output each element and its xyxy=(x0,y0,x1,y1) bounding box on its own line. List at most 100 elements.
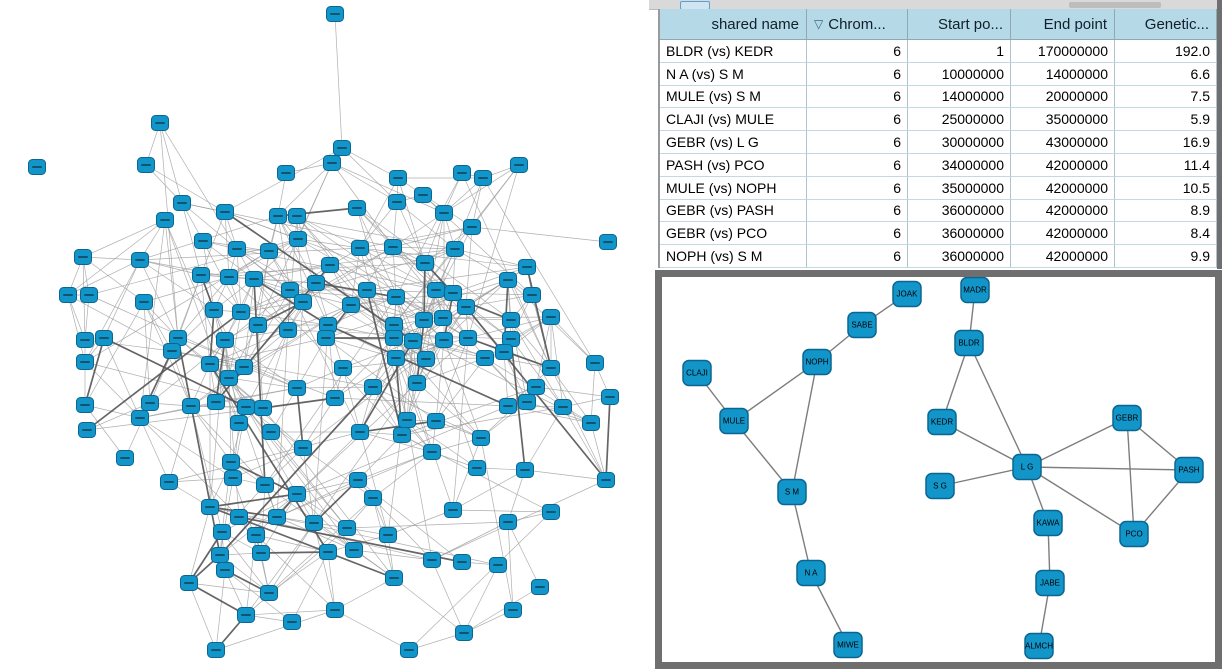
edge[interactable] xyxy=(262,407,395,579)
edge[interactable] xyxy=(86,311,242,431)
table-cell[interactable]: 30000000 xyxy=(908,131,1011,154)
node[interactable] xyxy=(400,642,418,658)
node[interactable] xyxy=(237,399,255,415)
edge[interactable] xyxy=(342,340,414,369)
node[interactable] xyxy=(504,602,522,618)
edge[interactable] xyxy=(416,337,469,384)
node[interactable] xyxy=(385,570,403,586)
node[interactable] xyxy=(379,527,397,543)
edge[interactable] xyxy=(590,362,596,424)
node[interactable] xyxy=(416,255,434,271)
node[interactable] xyxy=(351,424,369,440)
table-cell[interactable]: 14000000 xyxy=(908,85,1011,109)
node-SABE[interactable]: SABE xyxy=(847,311,877,339)
edge[interactable] xyxy=(86,407,264,431)
table-cell[interactable]: 36000000 xyxy=(908,245,1011,268)
table-cell[interactable]: NOPH (vs) S M xyxy=(660,245,807,268)
edge[interactable] xyxy=(359,420,437,433)
node[interactable] xyxy=(216,332,234,348)
node[interactable] xyxy=(453,165,471,181)
node[interactable] xyxy=(260,585,278,601)
edge[interactable] xyxy=(245,522,315,616)
table-cell[interactable]: 1 xyxy=(908,40,1011,63)
edge[interactable] xyxy=(188,582,217,651)
edge[interactable] xyxy=(510,338,564,408)
edge[interactable] xyxy=(232,447,304,479)
edge[interactable] xyxy=(412,340,486,359)
node[interactable] xyxy=(283,614,301,630)
node[interactable] xyxy=(384,239,402,255)
edge[interactable] xyxy=(590,422,607,481)
edge[interactable] xyxy=(143,276,230,303)
edge[interactable] xyxy=(408,632,465,651)
edge[interactable] xyxy=(443,279,509,341)
node[interactable] xyxy=(348,200,366,216)
edge[interactable] xyxy=(277,215,329,326)
edge[interactable] xyxy=(67,294,86,363)
node[interactable] xyxy=(269,208,287,224)
node[interactable] xyxy=(237,607,255,623)
node-NOPH[interactable]: NOPH xyxy=(802,348,832,376)
node-GEBR[interactable]: GEBR xyxy=(1112,404,1142,432)
edge[interactable] xyxy=(550,367,592,424)
edge[interactable] xyxy=(139,259,179,339)
column-header-4[interactable]: Genetic... xyxy=(1115,9,1217,40)
table-cell[interactable]: 6 xyxy=(807,153,908,177)
table-cell[interactable]: 8.4 xyxy=(1115,222,1217,246)
node[interactable] xyxy=(435,332,453,348)
edge[interactable] xyxy=(357,451,433,481)
edge[interactable] xyxy=(471,226,609,243)
edge[interactable] xyxy=(88,294,298,389)
detail-network-canvas[interactable]: JOAK MADR SABE BLDR NOPH CLAJI GEBR MULE KEDR L G… xyxy=(662,277,1215,662)
node[interactable] xyxy=(446,241,464,257)
node[interactable] xyxy=(364,490,382,506)
edge[interactable] xyxy=(325,337,397,359)
edge[interactable] xyxy=(84,404,126,459)
node[interactable] xyxy=(235,359,253,375)
edge[interactable] xyxy=(296,215,395,326)
node-ALMCH[interactable]: ALMCH xyxy=(1024,632,1054,660)
edge[interactable] xyxy=(454,177,484,250)
table-cell[interactable]: 16.9 xyxy=(1115,131,1217,154)
edge[interactable] xyxy=(67,219,166,296)
edge[interactable] xyxy=(397,177,473,228)
node[interactable] xyxy=(398,412,416,428)
edge[interactable] xyxy=(535,386,611,398)
node[interactable] xyxy=(531,579,549,595)
edge[interactable] xyxy=(139,219,166,419)
edge[interactable] xyxy=(139,259,202,276)
node[interactable] xyxy=(232,304,250,320)
edge[interactable] xyxy=(296,337,327,389)
edge[interactable] xyxy=(84,301,145,406)
edge[interactable] xyxy=(209,309,215,365)
edge[interactable] xyxy=(471,177,484,228)
node[interactable] xyxy=(74,249,92,265)
node-MULE[interactable]: MULE xyxy=(719,407,749,435)
overview-network-canvas[interactable] xyxy=(0,0,655,669)
edge[interactable] xyxy=(181,202,202,276)
node[interactable] xyxy=(201,499,219,515)
edge[interactable] xyxy=(353,549,433,561)
edge[interactable] xyxy=(228,324,259,379)
edge[interactable] xyxy=(67,294,173,352)
edge[interactable] xyxy=(228,377,298,389)
edge[interactable] xyxy=(331,162,445,214)
edge[interactable] xyxy=(262,329,289,409)
edge[interactable] xyxy=(463,564,499,634)
node[interactable] xyxy=(453,554,471,570)
table-row[interactable]: MULE (vs) S M 6 14000000 20000000 7.5 xyxy=(660,85,1217,109)
node[interactable] xyxy=(288,380,306,396)
edge[interactable] xyxy=(188,582,270,594)
table-cell[interactable]: 6 xyxy=(807,131,908,154)
table-cell[interactable]: 10000000 xyxy=(908,62,1011,86)
edge[interactable] xyxy=(139,417,234,479)
table-cell[interactable]: 6 xyxy=(807,199,908,223)
node-PASH[interactable]: PASH xyxy=(1174,456,1204,484)
edge[interactable] xyxy=(264,484,395,579)
table-cell[interactable]: 7.5 xyxy=(1115,85,1217,109)
edge[interactable] xyxy=(219,386,374,556)
node[interactable] xyxy=(131,252,149,268)
node-N A[interactable]: N A xyxy=(796,559,826,587)
node[interactable] xyxy=(323,155,341,171)
edge[interactable] xyxy=(289,289,361,433)
